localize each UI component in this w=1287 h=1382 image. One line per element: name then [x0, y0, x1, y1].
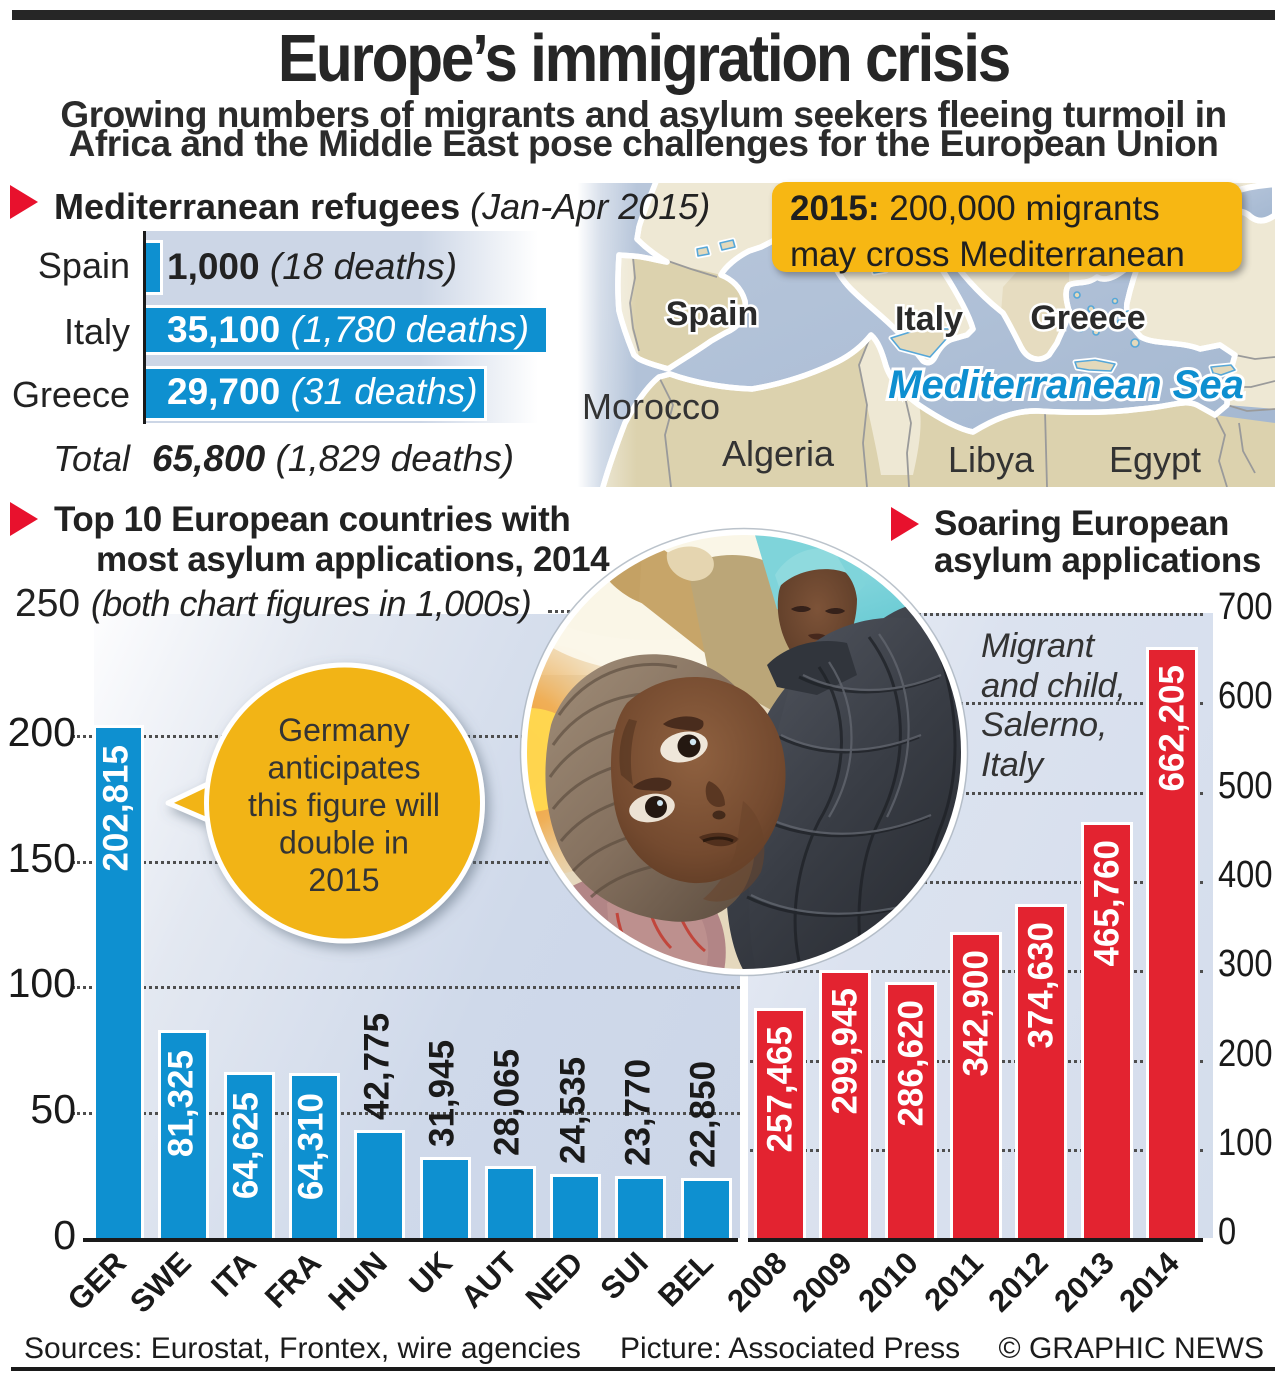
svg-text:81,325: 81,325: [162, 1050, 201, 1157]
svg-text:2010: 2010: [851, 1245, 925, 1319]
svg-text:22,850: 22,850: [684, 1061, 723, 1168]
svg-text:23,770: 23,770: [619, 1059, 658, 1166]
svg-text:ITA: ITA: [204, 1245, 262, 1303]
svg-text:Libya: Libya: [948, 439, 1035, 480]
svg-text:299,945: 299,945: [826, 988, 865, 1115]
svg-text:Italy: Italy: [895, 300, 963, 338]
svg-text:257,465: 257,465: [761, 1026, 800, 1153]
svg-text:SUI: SUI: [593, 1245, 654, 1306]
svg-text:UK: UK: [402, 1245, 459, 1302]
svg-text:2011: 2011: [917, 1245, 989, 1317]
svg-text:FRA: FRA: [258, 1245, 328, 1315]
svg-text:HUN: HUN: [322, 1245, 394, 1317]
svg-text:Spain: Spain: [666, 295, 759, 333]
svg-text:Morocco: Morocco: [582, 386, 720, 427]
svg-text:SWE: SWE: [123, 1245, 198, 1320]
svg-text:BEL: BEL: [651, 1245, 720, 1314]
svg-text:28,065: 28,065: [488, 1049, 527, 1156]
svg-text:64,310: 64,310: [292, 1093, 331, 1200]
svg-text:342,900: 342,900: [957, 950, 996, 1077]
svg-text:374,630: 374,630: [1022, 922, 1061, 1049]
svg-text:2012: 2012: [981, 1245, 1055, 1319]
svg-text:24,535: 24,535: [554, 1057, 593, 1164]
svg-text:2009: 2009: [785, 1245, 859, 1319]
svg-text:Algeria: Algeria: [722, 433, 835, 474]
svg-text:662,205: 662,205: [1153, 665, 1192, 792]
svg-text:2013: 2013: [1047, 1245, 1121, 1319]
svg-text:64,625: 64,625: [227, 1092, 266, 1199]
svg-text:Mediterranean Sea: Mediterranean Sea: [888, 363, 1244, 407]
svg-text:2008: 2008: [720, 1245, 794, 1319]
svg-text:286,620: 286,620: [892, 1000, 931, 1127]
svg-text:AUT: AUT: [454, 1245, 524, 1315]
svg-text:GER: GER: [61, 1245, 133, 1317]
svg-text:2014: 2014: [1112, 1245, 1186, 1319]
svg-text:Egypt: Egypt: [1109, 439, 1201, 480]
svg-text:465,760: 465,760: [1088, 840, 1127, 967]
svg-text:202,815: 202,815: [97, 745, 136, 872]
svg-text:Greece: Greece: [1030, 299, 1145, 337]
svg-text:31,945: 31,945: [423, 1040, 462, 1147]
svg-text:NED: NED: [519, 1245, 590, 1316]
svg-text:42,775: 42,775: [358, 1013, 397, 1120]
